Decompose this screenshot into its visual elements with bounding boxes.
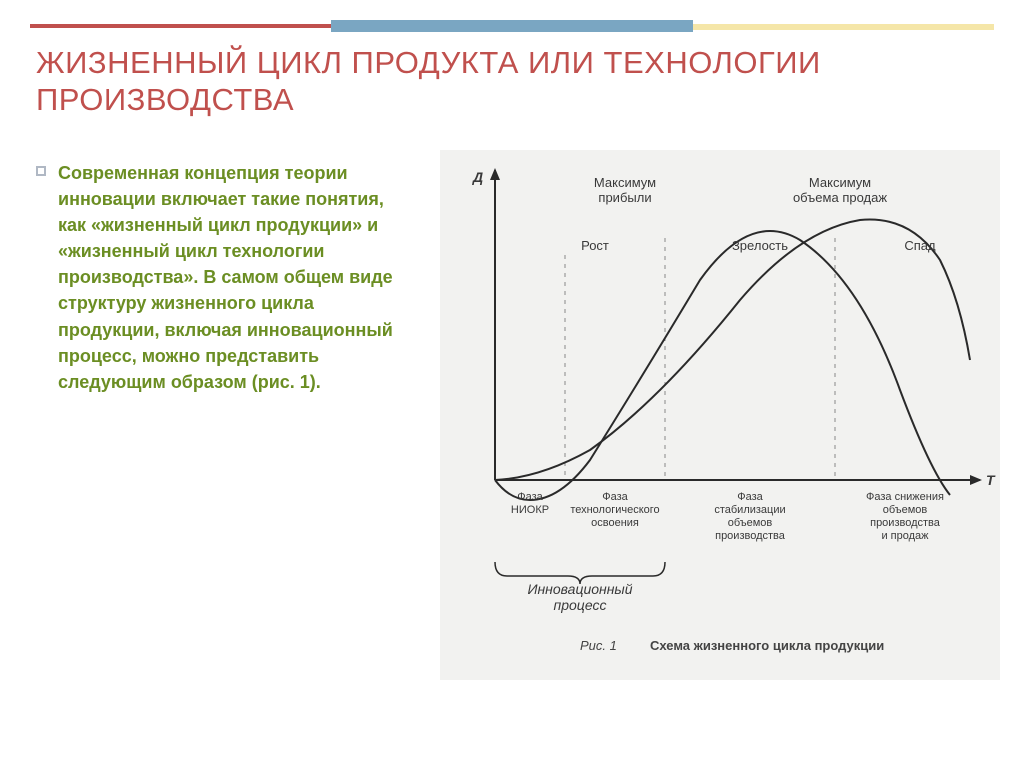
svg-text:производства: производства — [715, 530, 786, 542]
svg-text:Фаза: Фаза — [602, 491, 628, 503]
svg-text:объемов: объемов — [883, 504, 928, 516]
svg-text:освоения: освоения — [591, 517, 639, 529]
svg-text:Д: Д — [472, 169, 483, 185]
bar-segment — [693, 24, 994, 30]
body-paragraph: Современная концепция теории инновации в… — [58, 160, 416, 395]
svg-text:Схема жизненного цикла продукц: Схема жизненного цикла продукции — [650, 638, 884, 653]
chart-svg: ДTМаксимумприбылиМаксимумобъема продажРо… — [440, 150, 1000, 680]
slide-title: ЖИЗНЕННЫЙ ЦИКЛ ПРОДУКТА ИЛИ ТЕХНОЛОГИИ П… — [36, 44, 988, 118]
bar-segment — [30, 24, 331, 28]
svg-text:технологического: технологического — [570, 504, 659, 516]
svg-text:Фаза снижения: Фаза снижения — [866, 491, 944, 503]
svg-text:НИОКР: НИОКР — [511, 504, 549, 516]
svg-text:прибыли: прибыли — [598, 190, 651, 205]
svg-text:объема продаж: объема продаж — [793, 190, 887, 205]
svg-text:Максимум: Максимум — [594, 175, 656, 190]
svg-text:Рис. 1: Рис. 1 — [580, 638, 617, 653]
svg-text:производства: производства — [870, 517, 941, 529]
svg-text:и продаж: и продаж — [881, 530, 929, 542]
svg-text:стабилизации: стабилизации — [714, 504, 785, 516]
bar-segment — [331, 20, 693, 32]
body-content: Современная концепция теории инновации в… — [36, 160, 416, 395]
svg-text:Инновационный: Инновационный — [527, 581, 632, 597]
svg-text:T: T — [986, 472, 996, 488]
lifecycle-chart: ДTМаксимумприбылиМаксимумобъема продажРо… — [440, 150, 1000, 680]
svg-text:процесс: процесс — [554, 597, 607, 613]
svg-text:Максимум: Максимум — [809, 175, 871, 190]
svg-text:Фаза: Фаза — [517, 491, 543, 503]
bullet-icon — [36, 166, 46, 176]
svg-text:Зрелость: Зрелость — [732, 238, 788, 253]
svg-text:объемов: объемов — [728, 517, 773, 529]
svg-text:Рост: Рост — [581, 238, 609, 253]
svg-text:Фаза: Фаза — [737, 491, 763, 503]
decorative-top-bar — [30, 24, 994, 34]
svg-text:Спад: Спад — [904, 238, 936, 253]
